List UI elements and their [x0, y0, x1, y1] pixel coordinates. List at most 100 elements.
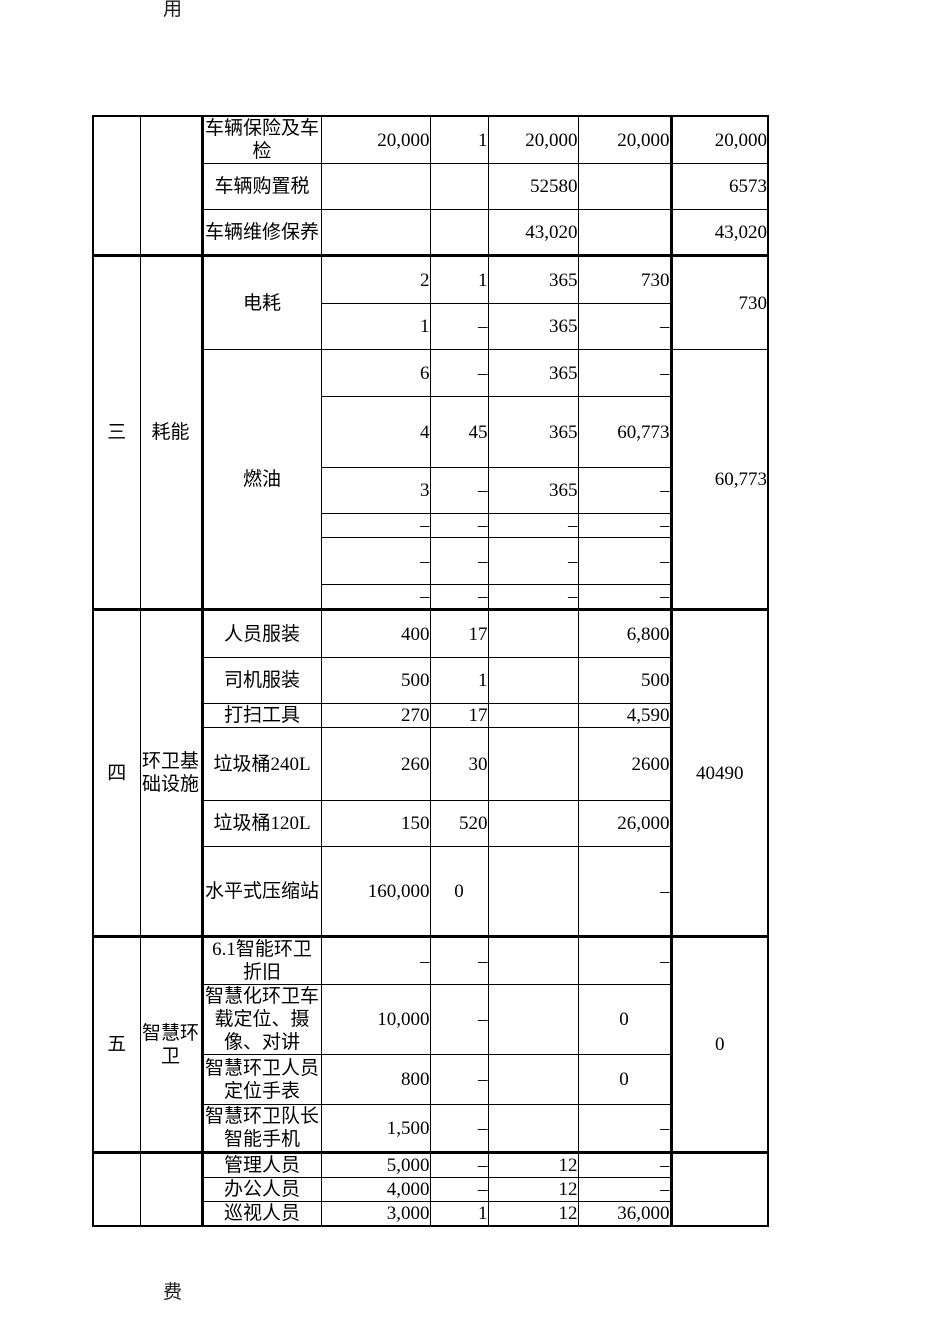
cell-amount: 4,590 — [577, 703, 672, 728]
cell-amount: 60,773 — [577, 396, 672, 468]
cell-col6: 365 — [487, 254, 579, 304]
cell-section-no — [92, 115, 141, 256]
cell-qty: – — [429, 1054, 489, 1105]
cell-total: 6573 — [669, 163, 769, 210]
cell-qty: 0 — [429, 846, 489, 937]
cell-col6 — [487, 657, 579, 704]
cell-total: 40490 — [669, 608, 769, 937]
cell-price: 4 — [320, 396, 431, 468]
cell-item: 燃油 — [200, 349, 322, 610]
table-row: 车辆保险及车检 20,000 1 20,000 20,000 20,000 — [92, 115, 769, 256]
cell-price: 400 — [320, 608, 431, 658]
cell-qty: – — [429, 584, 489, 610]
table-row: 车辆购置税 52580 6573 — [93, 163, 769, 210]
cell-col6: 12 — [487, 1177, 579, 1202]
cell-item: 司机服装 — [200, 657, 322, 704]
cell-qty: – — [429, 467, 489, 514]
cell-item: 6.1智能环卫折旧 — [200, 935, 322, 985]
cell-amount: – — [577, 846, 672, 937]
cell-item: 巡视人员 — [200, 1201, 322, 1227]
cell-amount: 26,000 — [577, 800, 672, 847]
cell-price: 270 — [320, 703, 431, 728]
cost-table: 车辆保险及车检 20,000 1 20,000 20,000 20,000 车辆… — [92, 115, 769, 1227]
cell-price: 3,000 — [320, 1201, 431, 1227]
cell-amount — [577, 209, 672, 256]
cell-qty: – — [429, 984, 489, 1055]
cell-col6: 52580 — [487, 163, 579, 210]
cell-item: 打扫工具 — [200, 703, 322, 728]
table-row: 智慧环卫队长智能手机 1,500 – – — [93, 1104, 768, 1153]
cell-qty: 45 — [429, 396, 489, 468]
cell-col6 — [487, 1104, 579, 1153]
table-row: 水平式压缩站 160,000 0 – — [93, 846, 768, 937]
cell-qty: – — [429, 1151, 489, 1178]
table-row: 4 45 365 60,773 — [93, 396, 768, 468]
cell-amount: 500 — [577, 657, 672, 704]
cell-item: 智慧化环卫车载定位、摄像、对讲 — [200, 984, 322, 1055]
cell-price: 5,000 — [320, 1151, 431, 1178]
cell-price: 6 — [320, 349, 431, 397]
cell-price: 3 — [320, 467, 431, 514]
cell-price: – — [320, 935, 431, 985]
cell-qty: 30 — [429, 727, 489, 801]
cell-amount: 0 — [577, 1054, 672, 1105]
cell-qty: 1 — [429, 657, 489, 704]
table-row: 智慧环卫人员定位手表 800 – 0 — [93, 1054, 768, 1105]
cell-price: 1 — [320, 303, 431, 350]
cell-amount: – — [577, 1151, 672, 1178]
cell-amount: – — [577, 935, 672, 985]
cell-amount: 20,000 — [577, 115, 672, 164]
cell-col6: 20,000 — [487, 115, 579, 164]
cell-item: 水平式压缩站 — [200, 846, 322, 937]
table-row: 五 智慧环卫 6.1智能环卫折旧 – – – 0 — [92, 935, 769, 1153]
cell-section-no: 五 — [92, 935, 141, 1153]
cell-item: 车辆维修保养 — [200, 209, 322, 256]
cell-col6 — [487, 846, 579, 937]
cell-amount: – — [577, 584, 672, 610]
cell-amount: – — [577, 467, 672, 514]
cell-price: 260 — [320, 727, 431, 801]
cell-col6 — [487, 935, 579, 985]
cell-item: 垃圾桶120L — [200, 800, 322, 847]
cell-qty — [429, 163, 489, 210]
cell-col6 — [487, 727, 579, 801]
table-row: 燃油 6 – 365 – 60,773 — [93, 349, 769, 610]
cell-price: 800 — [320, 1054, 431, 1105]
cell-amount: – — [577, 513, 672, 538]
cell-price — [320, 163, 431, 210]
cell-col6: 43,020 — [487, 209, 579, 256]
cell-col6: 12 — [487, 1151, 579, 1178]
cell-price: 20,000 — [320, 115, 431, 164]
page-break-text-bottom: 费 — [163, 1282, 183, 1303]
cell-section-no: 三 — [92, 254, 141, 610]
cell-col6: – — [487, 513, 579, 538]
cell-total: 60,773 — [669, 349, 769, 610]
table-row: 办公人员 4,000 – 12 – — [93, 1177, 768, 1202]
cell-section-no — [92, 1151, 141, 1227]
cell-item: 办公人员 — [200, 1177, 322, 1202]
cell-item: 智慧环卫队长智能手机 — [200, 1104, 322, 1153]
table-row: 管理人员 5,000 – 12 – — [92, 1151, 769, 1227]
cell-qty: – — [429, 1104, 489, 1153]
cell-item: 垃圾桶240L — [200, 727, 322, 801]
cell-total: 43,020 — [669, 209, 769, 256]
cell-amount: – — [577, 1177, 672, 1202]
table-row: 垃圾桶120L 150 520 26,000 — [93, 800, 768, 847]
cell-col6: – — [487, 537, 579, 585]
cell-item: 电耗 — [200, 254, 322, 350]
cell-item: 车辆保险及车检 — [200, 115, 322, 164]
cell-item: 管理人员 — [200, 1151, 322, 1178]
cell-price: – — [320, 513, 431, 538]
cell-total — [669, 1151, 769, 1227]
cell-col6: 365 — [487, 303, 579, 350]
cell-amount: – — [577, 349, 672, 397]
cell-price: – — [320, 584, 431, 610]
cell-col6 — [487, 1054, 579, 1105]
cell-qty: – — [429, 513, 489, 538]
cell-qty: – — [429, 349, 489, 397]
cell-section-no: 四 — [92, 608, 141, 937]
table-row: 巡视人员 3,000 1 12 36,000 — [93, 1201, 768, 1227]
cell-amount: 36,000 — [577, 1201, 672, 1227]
cell-category: 智慧环卫 — [139, 935, 203, 1153]
cell-qty: 1 — [429, 115, 489, 164]
